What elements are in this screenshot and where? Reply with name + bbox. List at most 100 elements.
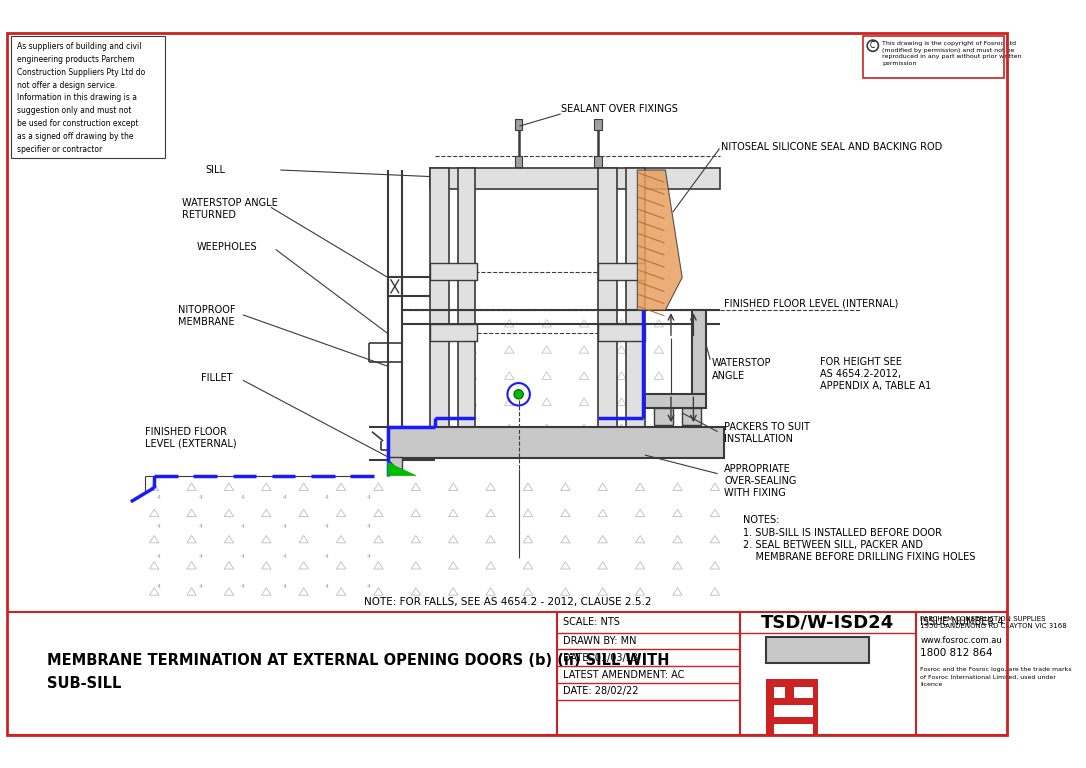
Bar — [692, 310, 706, 399]
Bar — [594, 156, 602, 167]
Text: DATE: 28/02/22: DATE: 28/02/22 — [563, 687, 639, 697]
Text: 4: 4 — [283, 525, 287, 529]
Text: reproduced in any part without prior written: reproduced in any part without prior wri… — [882, 55, 1022, 59]
Text: Fosroc and the Fosroc logo, are the trade marks: Fosroc and the Fosroc logo, are the trad… — [921, 667, 1072, 673]
Text: 1956 DANDENONG RD CLAYTON VIC 3168: 1956 DANDENONG RD CLAYTON VIC 3168 — [921, 623, 1068, 629]
Text: WEEPHOLES: WEEPHOLES — [197, 242, 257, 252]
Polygon shape — [773, 687, 785, 698]
Text: 1. SUB-SILL IS INSTALLED BEFORE DOOR: 1. SUB-SILL IS INSTALLED BEFORE DOOR — [743, 528, 942, 538]
Text: 4: 4 — [283, 584, 287, 589]
Text: WITH FIXING: WITH FIXING — [724, 488, 786, 498]
Text: 4: 4 — [241, 525, 245, 529]
Text: 4: 4 — [199, 495, 203, 499]
Text: INSTALLATION: INSTALLATION — [724, 434, 793, 444]
Text: of Fosroc International Limited, used under: of Fosroc International Limited, used un… — [921, 675, 1057, 680]
Text: C: C — [869, 41, 874, 50]
Bar — [430, 263, 477, 280]
Text: FOSROC: FOSROC — [776, 641, 859, 660]
Text: OVER-SEALING: OVER-SEALING — [724, 476, 797, 486]
Text: 4: 4 — [325, 554, 329, 559]
Text: 4: 4 — [325, 525, 329, 529]
Text: 4: 4 — [199, 584, 203, 589]
Text: MEMBRANE TERMINATION AT EXTERNAL OPENING DOORS (b) (ii) SILL WITH: MEMBRANE TERMINATION AT EXTERNAL OPENING… — [47, 653, 669, 668]
Text: As suppliers of building and civil
engineering products Parchem
Construction Sup: As suppliers of building and civil engin… — [16, 42, 146, 154]
Text: SCALE: NTS: SCALE: NTS — [563, 617, 619, 627]
Text: 4: 4 — [283, 554, 287, 559]
Text: NOTES:: NOTES: — [743, 515, 780, 525]
Text: ANGLE: ANGLE — [712, 371, 745, 381]
Text: 4: 4 — [156, 554, 161, 559]
Text: 4: 4 — [156, 495, 161, 499]
Text: 4: 4 — [199, 525, 203, 529]
Text: SUB-SILL: SUB-SILL — [47, 676, 122, 690]
Circle shape — [514, 389, 523, 399]
Bar — [627, 168, 645, 458]
Text: DRAWN BY: MN: DRAWN BY: MN — [563, 636, 636, 646]
Text: FOR HEIGHT SEE: FOR HEIGHT SEE — [821, 356, 902, 366]
Polygon shape — [773, 724, 813, 733]
Bar — [515, 156, 522, 167]
Bar — [458, 168, 475, 458]
Text: 1800 812 864: 1800 812 864 — [921, 648, 993, 658]
Text: FINISHED FLOOR LEVEL (INTERNAL): FINISHED FLOOR LEVEL (INTERNAL) — [724, 299, 898, 309]
Text: www.fosroc.com.au: www.fosroc.com.au — [921, 636, 1002, 644]
Text: 4: 4 — [325, 495, 329, 499]
Text: 4: 4 — [367, 584, 371, 589]
Bar — [654, 409, 673, 425]
Bar — [430, 324, 477, 341]
Text: LATEST AMENDMENT: AC: LATEST AMENDMENT: AC — [563, 670, 684, 680]
Text: 4: 4 — [325, 584, 329, 589]
Text: 4: 4 — [367, 554, 371, 559]
Text: 4: 4 — [367, 525, 371, 529]
Bar — [598, 324, 645, 341]
Bar — [863, 36, 1003, 78]
Text: FILLET: FILLET — [201, 373, 232, 383]
Text: PACKERS TO SUIT: PACKERS TO SUIT — [724, 422, 810, 432]
Bar — [767, 637, 869, 664]
Text: NOTE: FOR FALLS, SEE AS 4654.2 - 2012, CLAUSE 2.5.2: NOTE: FOR FALLS, SEE AS 4654.2 - 2012, C… — [364, 597, 652, 607]
Text: 4: 4 — [367, 495, 371, 499]
Text: APPENDIX A, TABLE A1: APPENDIX A, TABLE A1 — [821, 381, 932, 391]
Polygon shape — [637, 170, 682, 310]
Text: NITOPROOF: NITOPROOF — [177, 305, 235, 315]
Bar — [430, 168, 720, 189]
Text: DATE: 01/03/13: DATE: 01/03/13 — [563, 653, 637, 663]
Text: SEALANT OVER FIXINGS: SEALANT OVER FIXINGS — [560, 104, 678, 114]
Text: LEVEL (EXTERNAL): LEVEL (EXTERNAL) — [144, 439, 237, 449]
Text: 4: 4 — [156, 584, 161, 589]
Text: NITOSEAL SILICONE SEAL AND BACKING ROD: NITOSEAL SILICONE SEAL AND BACKING ROD — [721, 141, 943, 151]
Text: AS 4654.2-2012,: AS 4654.2-2012, — [821, 369, 901, 379]
Text: 2. SEAL BETWEEN SILL, PACKER AND: 2. SEAL BETWEEN SILL, PACKER AND — [743, 540, 923, 550]
Text: MEMBRANE BEFORE DRILLING FIXING HOLES: MEMBRANE BEFORE DRILLING FIXING HOLES — [743, 552, 975, 562]
Text: RETURNED: RETURNED — [182, 210, 237, 220]
Bar — [430, 168, 449, 458]
Text: ISSUE NUMBER 4: ISSUE NUMBER 4 — [920, 617, 1003, 627]
Text: 4: 4 — [199, 554, 203, 559]
Text: 4: 4 — [283, 495, 287, 499]
Text: This drawing is the copyright of Fosroc Ltd: This drawing is the copyright of Fosroc … — [882, 41, 1016, 46]
Bar — [682, 409, 700, 425]
Polygon shape — [773, 706, 813, 717]
Text: WATERSTOP: WATERSTOP — [712, 359, 771, 369]
Text: APPROPRIATE: APPROPRIATE — [724, 464, 791, 474]
Bar — [645, 394, 706, 409]
Polygon shape — [767, 680, 818, 733]
Bar — [11, 36, 165, 158]
Text: 4: 4 — [156, 525, 161, 529]
Text: FINISHED FLOOR: FINISHED FLOOR — [144, 427, 227, 437]
Polygon shape — [794, 687, 813, 698]
Text: (modified by permission) and must not be: (modified by permission) and must not be — [882, 48, 1014, 53]
Text: WATERSTOP ANGLE: WATERSTOP ANGLE — [182, 197, 278, 207]
Text: 4: 4 — [241, 554, 245, 559]
Text: 4: 4 — [241, 584, 245, 589]
Polygon shape — [388, 462, 416, 475]
Bar — [388, 427, 724, 458]
Text: permission: permission — [882, 61, 917, 66]
Bar — [598, 263, 645, 280]
Text: 4: 4 — [241, 495, 245, 499]
Text: MEMBRANE: MEMBRANE — [177, 317, 235, 327]
Text: SILL: SILL — [205, 165, 226, 175]
Text: licence: licence — [921, 683, 943, 687]
Bar — [598, 168, 617, 458]
Text: TSD/W-ISD24: TSD/W-ISD24 — [761, 614, 895, 631]
